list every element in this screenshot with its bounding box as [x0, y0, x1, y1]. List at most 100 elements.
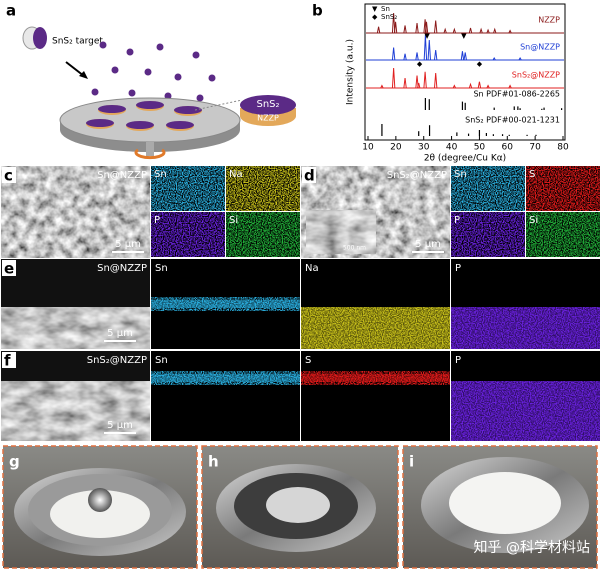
panel-label: e: [4, 260, 14, 278]
legend-symbol: ◆: [372, 13, 378, 21]
substrates: [86, 101, 202, 131]
x-tick-label: 10: [362, 143, 374, 153]
eds-map: [151, 212, 225, 257]
x-tick-label: 70: [529, 143, 541, 153]
eds-map-dense: [301, 307, 450, 349]
scale-label: 5 μm: [107, 420, 133, 431]
series-label: Sn@NZZP: [520, 43, 560, 52]
sample-label: Sn@NZZP: [97, 263, 147, 274]
scale-label: 5 μm: [107, 328, 133, 339]
series-label: SnS₂@NZZP: [512, 71, 560, 80]
peak: [433, 49, 438, 61]
eds-map: [451, 166, 525, 211]
micrographs: c Sn@NZZP 5 μm Sn Na P Si 500 nm d SnS₂@NZZP 5 μm S…: [1, 166, 600, 441]
dashed-borders: [2, 445, 598, 569]
map-label: Na: [229, 169, 243, 180]
peak-marker: ◆: [477, 60, 483, 68]
peak: [403, 53, 407, 61]
inset-film-label: SnS₂: [256, 99, 279, 110]
photos: g h i 知乎 @科学材料站: [2, 445, 598, 569]
peak: [433, 20, 438, 34]
x-tick-label: 50: [474, 143, 486, 153]
peak: [391, 47, 396, 61]
arrow-head: [79, 71, 88, 79]
reference-label: Sn PDF#01-086-2265: [473, 90, 560, 99]
eds-map: [151, 166, 225, 211]
map-label: Na: [305, 263, 319, 274]
peak: [486, 28, 490, 34]
pellet: [50, 490, 150, 538]
peak: [376, 26, 381, 34]
x-tick-label: 80: [557, 143, 569, 153]
x-tick-label: 20: [390, 143, 402, 153]
panel-label: h: [208, 453, 219, 471]
map-label: P: [455, 263, 461, 274]
target-face: [33, 27, 47, 49]
peak: [391, 12, 396, 34]
eds-map: [151, 297, 300, 311]
peak: [393, 21, 398, 34]
legend-text: Sn: [381, 5, 390, 13]
shaft: [146, 142, 154, 156]
scale-label: 5 μm: [415, 239, 441, 250]
label-box: [2, 260, 16, 276]
peak: [427, 39, 431, 61]
map-label: Si: [529, 215, 538, 226]
powder: [449, 472, 561, 534]
label-box: [2, 352, 16, 368]
peak: [443, 27, 447, 34]
peak: [452, 27, 457, 34]
peak: [518, 57, 522, 61]
plot-frame: [364, 3, 566, 141]
eds-map: [526, 166, 600, 211]
peak: [403, 25, 407, 34]
panel-b: b 2θ (degree/Cu Kα) Intensity (a.u.) 10 2…: [312, 2, 569, 164]
peak: [415, 52, 419, 61]
peak-marker: ▼: [424, 32, 430, 40]
peak: [391, 67, 396, 89]
series-label: NZZP: [538, 16, 560, 25]
peak: [417, 82, 421, 89]
inset-scale: 500 nm: [343, 245, 366, 252]
legend-symbol: ▼: [372, 5, 378, 13]
peak: [452, 84, 457, 89]
peak: [403, 77, 407, 89]
particles: [91, 41, 216, 102]
panel-label: f: [4, 352, 11, 370]
peak: [460, 51, 465, 61]
x-tick-label: 60: [502, 143, 514, 153]
sample-label: SnS₂@NZZP: [387, 170, 447, 181]
watermark: 知乎 @科学材料站: [474, 539, 590, 556]
legend-text: SnS₂: [381, 13, 397, 21]
peak: [415, 75, 419, 89]
label-box: [2, 167, 16, 183]
eds-map: [451, 381, 600, 441]
map-label: Si: [229, 215, 238, 226]
peak: [433, 72, 438, 89]
panel-label: i: [409, 453, 414, 471]
x-tick-label: 40: [446, 143, 458, 153]
sem-image: [1, 166, 150, 258]
sample-label: SnS₂@NZZP: [87, 355, 147, 366]
map-label: Sn: [154, 169, 167, 180]
foil: [266, 487, 330, 523]
eds-map: [151, 371, 300, 385]
peak-marker: ▼: [461, 32, 467, 40]
peak: [463, 52, 467, 61]
eds-map-dense: [451, 307, 600, 349]
peak: [486, 84, 490, 89]
eds-map: [451, 307, 600, 349]
inset-substrate-label: NZZP: [257, 114, 279, 123]
map-label: Sn: [454, 169, 467, 180]
panel-label: d: [304, 167, 315, 185]
eds-map: [226, 166, 300, 211]
peak: [492, 57, 496, 61]
peak: [423, 71, 427, 89]
peak: [424, 21, 429, 34]
rotation-arrow: [134, 148, 166, 160]
inset-image: [305, 209, 377, 255]
peak: [380, 84, 384, 89]
panel-label: c: [4, 167, 13, 185]
peak: [423, 34, 428, 61]
